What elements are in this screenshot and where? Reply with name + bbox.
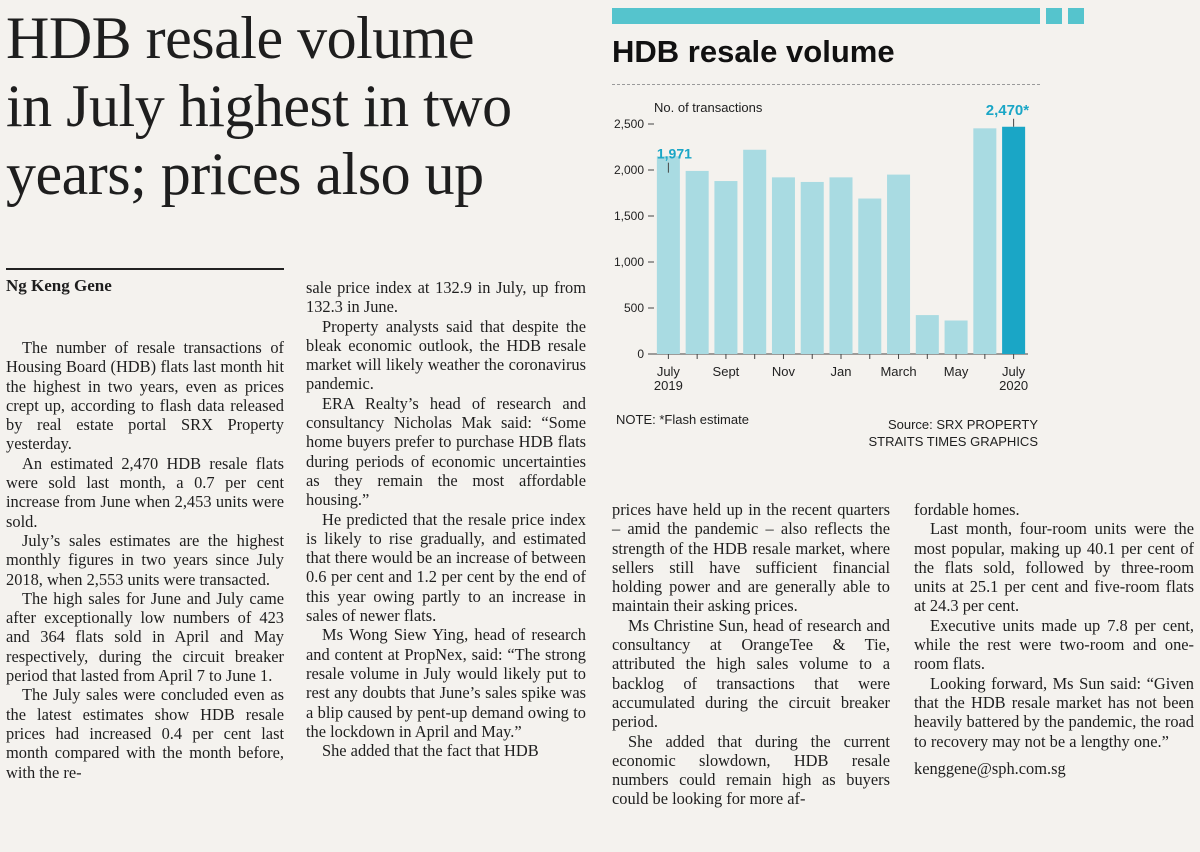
y-tick-label: 1,500 [614, 209, 644, 223]
bar [887, 174, 911, 354]
bar [743, 149, 767, 354]
y-axis-label: No. of transactions [654, 100, 763, 115]
x-tick-label: Nov [772, 364, 796, 379]
x-tick-label: Sept [713, 364, 740, 379]
bar [800, 181, 824, 354]
x-tick-label: July [657, 364, 681, 379]
paragraph: He predicted that the resale price index… [306, 509, 586, 626]
bar [771, 177, 795, 354]
bar [973, 128, 997, 354]
chart-source-line: Source: SRX PROPERTY [887, 417, 1038, 432]
paragraph: Ms Christine Sun, head of research and c… [612, 615, 890, 732]
x-tick-label: 2019 [654, 378, 683, 393]
headline-line: HDB resale volume [6, 5, 475, 71]
article-column-2: sale price index at 132.9 in July, up fr… [306, 278, 586, 760]
chart-source-line: STRAITS TIMES GRAPHICS [868, 434, 1038, 449]
chart-note: NOTE: *Flash estimate [616, 412, 749, 427]
bar [714, 181, 738, 354]
chart-source: Source: SRX PROPERTY STRAITS TIMES GRAPH… [838, 416, 1038, 450]
paragraph: sale price index at 132.9 in July, up fr… [306, 278, 586, 317]
paragraph: Ms Wong Siew Ying, head of research and … [306, 625, 586, 741]
headline: HDB resale volume in July highest in two… [6, 4, 596, 208]
x-tick-label: 2020 [999, 378, 1028, 393]
paragraph: An estimated 2,470 HDB resale flats were… [6, 453, 284, 531]
paragraph: prices have held up in the recent quarte… [612, 500, 890, 616]
paragraph: fordable homes. [914, 500, 1020, 519]
paragraph: The number of resale transactions of Hou… [6, 338, 284, 454]
chart-header-square [1068, 8, 1084, 24]
bar-chart: No. of transactions 0 500 1,000 1,500 2,000 2… [614, 100, 1030, 393]
bar [1002, 126, 1026, 354]
paragraph: She added that during the current econom… [612, 731, 890, 809]
x-tick-label: July [1002, 364, 1026, 379]
chart-header-band [612, 8, 1040, 24]
byline: Ng Keng Gene [6, 268, 284, 296]
article-column-1: The number of resale transactions of Hou… [6, 338, 284, 782]
paragraph: Looking forward, Ms Sun said: “Given tha… [914, 673, 1194, 751]
headline-line: in July highest in two [6, 73, 512, 139]
author-email: kenggene@sph.com.sg [914, 758, 1066, 778]
article-column-4: fordable homes. Last month, four-room un… [914, 500, 1194, 778]
y-tick-label: 500 [624, 301, 644, 315]
data-label: 1,971 [657, 146, 692, 162]
bar [685, 170, 709, 354]
x-tick-label: May [944, 364, 969, 379]
x-tick-label: Jan [831, 364, 852, 379]
chart-divider [612, 84, 1040, 85]
paragraph: She added that the fact that HDB [322, 741, 539, 761]
bar [829, 177, 853, 354]
paragraph: The high sales for June and July came af… [6, 588, 284, 686]
paragraph: Executive units made up 7.8 per cent, wh… [914, 615, 1194, 674]
y-tick-label: 2,500 [614, 117, 644, 131]
y-tick-label: 1,000 [614, 255, 644, 269]
bar [915, 315, 939, 354]
bar [858, 198, 882, 354]
article-column-3: prices have held up in the recent quarte… [612, 500, 890, 809]
paragraph: ERA Realty’s head of research and consul… [306, 393, 586, 510]
y-tick-label: 2,000 [614, 163, 644, 177]
bar [656, 156, 680, 354]
chart-title: HDB resale volume [612, 34, 895, 69]
paragraph: The July sales were concluded even as th… [6, 685, 284, 782]
paragraph: Last month, four-room units were the mos… [914, 519, 1194, 616]
paragraph: July’s sales estimates are the highest m… [6, 530, 284, 589]
paragraph: Property analysts said that despite the … [306, 316, 586, 394]
y-tick-label: 0 [637, 347, 644, 361]
x-tick-label: March [880, 364, 916, 379]
chart-header-square [1046, 8, 1062, 24]
data-label: 2,470* [986, 102, 1030, 119]
bar [944, 320, 968, 354]
headline-line: years; prices also up [6, 141, 484, 207]
